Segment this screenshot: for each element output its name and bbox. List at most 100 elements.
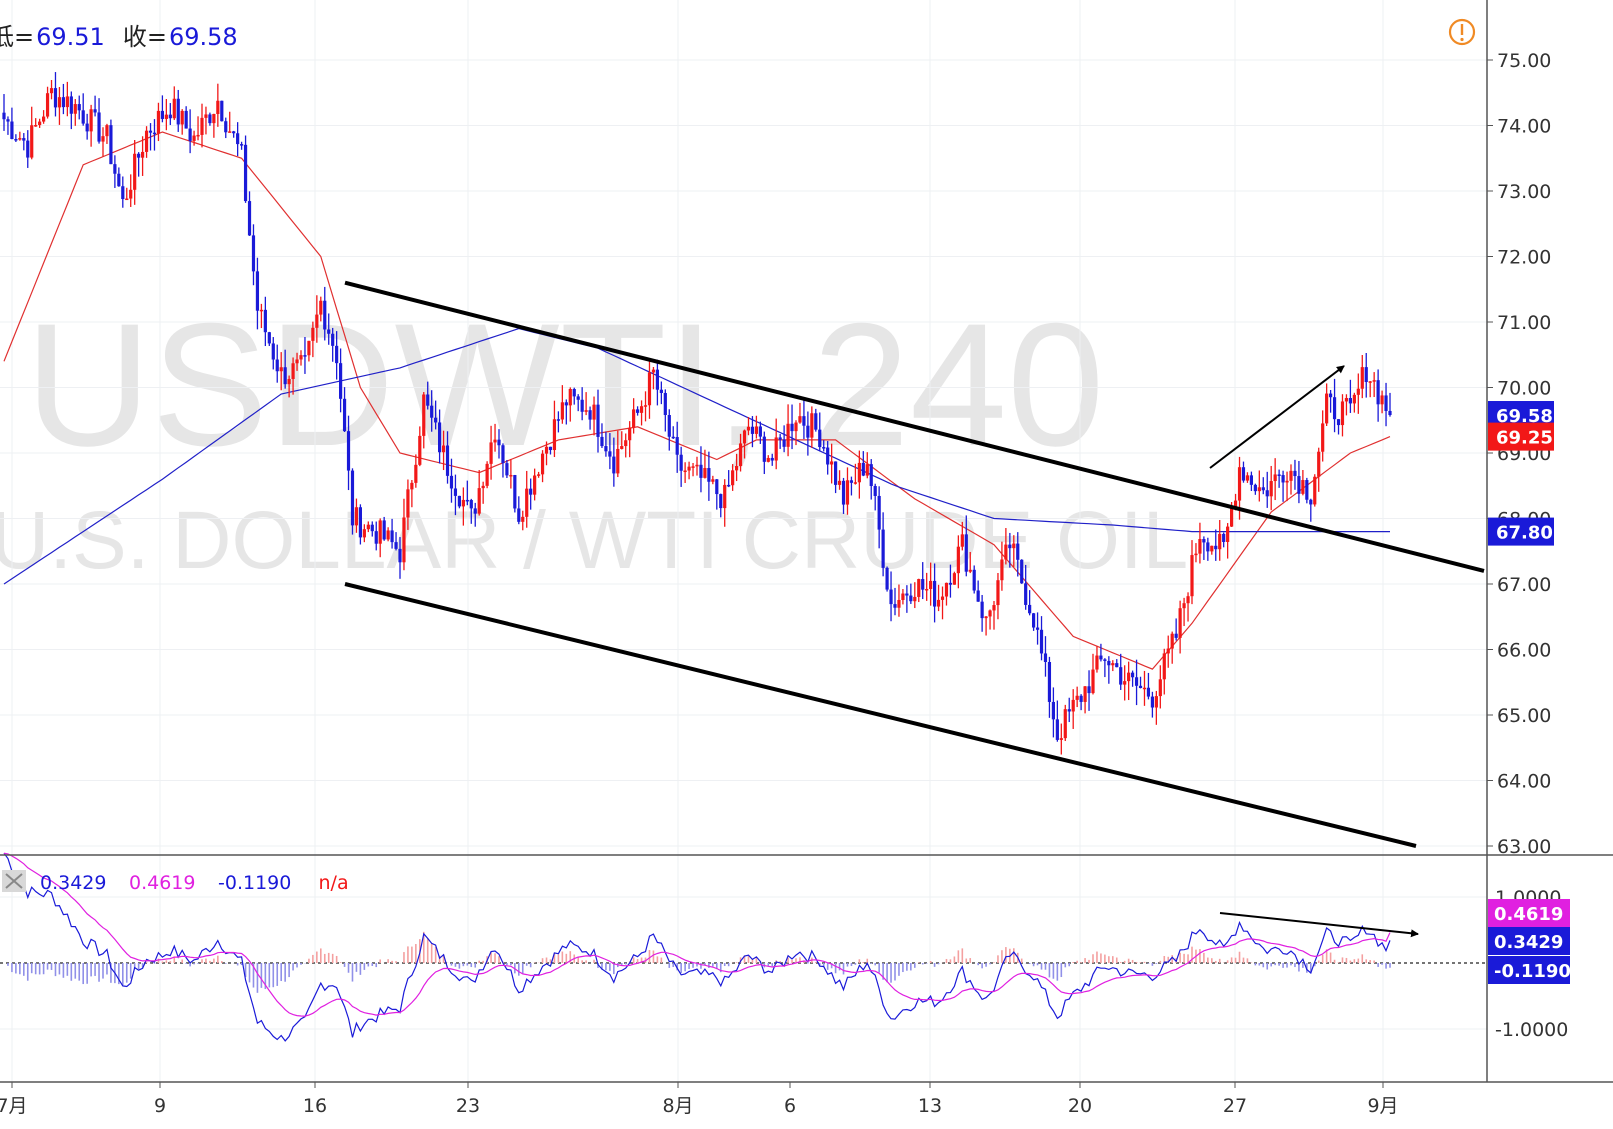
- candle: [477, 470, 481, 516]
- candle-body: [952, 573, 956, 585]
- candle-body: [1166, 648, 1170, 654]
- price-tick-label: 63.00: [1497, 836, 1551, 858]
- candle: [390, 518, 394, 549]
- candle-body: [731, 470, 735, 486]
- price-axis[interactable]: 75.0074.0073.0072.0071.0070.0069.0068.00…: [1487, 50, 1551, 858]
- candle: [1301, 469, 1305, 496]
- candle-body: [1016, 543, 1020, 560]
- candle-body: [1131, 672, 1135, 678]
- candle-body: [299, 355, 303, 360]
- candle-body: [1269, 481, 1273, 497]
- candle-body: [1186, 596, 1190, 604]
- candle-body: [925, 588, 929, 591]
- candle-body: [271, 343, 275, 360]
- candle-body: [53, 88, 58, 108]
- candle: [402, 498, 406, 571]
- candle: [1222, 532, 1226, 548]
- candle-body: [1265, 490, 1269, 497]
- candle-body: [830, 461, 834, 465]
- candle-body: [921, 579, 925, 590]
- candle-body: [6, 119, 10, 122]
- candle: [861, 451, 865, 477]
- candle-body: [1190, 555, 1194, 597]
- candle-body: [940, 596, 945, 600]
- candle: [869, 459, 873, 500]
- candle: [616, 430, 620, 478]
- candle-body: [315, 314, 319, 328]
- candle-body: [378, 520, 382, 544]
- candle-body: [1039, 629, 1044, 654]
- candle-body: [1087, 686, 1091, 694]
- candle-body: [1230, 507, 1234, 527]
- candle: [711, 475, 715, 485]
- candle: [2, 94, 6, 131]
- candle: [1206, 537, 1210, 561]
- macd-histogram: [7, 931, 1391, 993]
- candle-body: [394, 542, 398, 549]
- candle-body: [22, 138, 26, 141]
- candle-body: [1325, 393, 1329, 424]
- candle: [10, 107, 14, 140]
- candle: [719, 493, 723, 518]
- candle: [1340, 394, 1345, 437]
- candle-body: [473, 508, 477, 514]
- candle-body: [1008, 544, 1012, 549]
- candle: [176, 89, 180, 132]
- candle-body: [160, 110, 164, 119]
- candle-body: [948, 582, 953, 585]
- trend-channel[interactable]: [344, 280, 1485, 938]
- candle-body: [172, 98, 176, 119]
- candle-body: [45, 93, 50, 117]
- candle: [1024, 564, 1028, 610]
- candle-body: [77, 104, 81, 111]
- candle-body: [996, 580, 1000, 606]
- candle-body: [148, 130, 153, 133]
- candle-body: [933, 580, 937, 607]
- candle: [703, 449, 707, 479]
- indicator-label-box: [1488, 927, 1570, 955]
- price-tick-label: 73.00: [1497, 181, 1551, 203]
- candle: [441, 430, 446, 471]
- candle: [1079, 694, 1083, 711]
- candle-body: [600, 436, 604, 447]
- candle-body: [521, 516, 525, 522]
- candle: [754, 415, 758, 439]
- candle: [473, 502, 477, 527]
- candle: [1123, 665, 1127, 701]
- candle-body: [509, 475, 513, 477]
- candle: [533, 468, 537, 501]
- candle-body: [774, 437, 778, 461]
- candle: [956, 535, 960, 589]
- candle: [331, 327, 335, 362]
- candlesticks[interactable]: [2, 72, 1392, 755]
- candle: [636, 406, 640, 416]
- watermark-description: U.S. DOLLAR / WTI CRUDE OIL: [0, 495, 1188, 586]
- indicator-label-box: [1488, 899, 1570, 927]
- candle-body: [750, 426, 755, 434]
- candle: [540, 450, 545, 483]
- candle: [129, 174, 133, 207]
- candle: [1226, 523, 1230, 559]
- candle-body: [255, 271, 260, 311]
- candle-body: [1150, 696, 1154, 708]
- candle: [156, 102, 161, 142]
- candle-body: [1119, 667, 1123, 685]
- candle: [53, 72, 58, 117]
- candle-body: [513, 475, 517, 509]
- candle: [639, 400, 644, 426]
- alert-circle-icon[interactable]: [1448, 18, 1476, 46]
- time-axis[interactable]: 7月 9 16 23 8月 6 13 20 27 9月: [0, 1082, 1399, 1117]
- candle: [485, 461, 489, 489]
- time-tick-label: 6: [784, 1095, 796, 1117]
- candle-body: [430, 405, 434, 418]
- candle: [1170, 631, 1174, 664]
- candle: [675, 421, 679, 473]
- candle: [38, 118, 42, 128]
- candle: [240, 141, 244, 150]
- candle: [323, 286, 327, 341]
- candle: [659, 381, 663, 405]
- candle: [731, 464, 735, 491]
- candle: [1134, 659, 1139, 706]
- candle: [168, 103, 172, 126]
